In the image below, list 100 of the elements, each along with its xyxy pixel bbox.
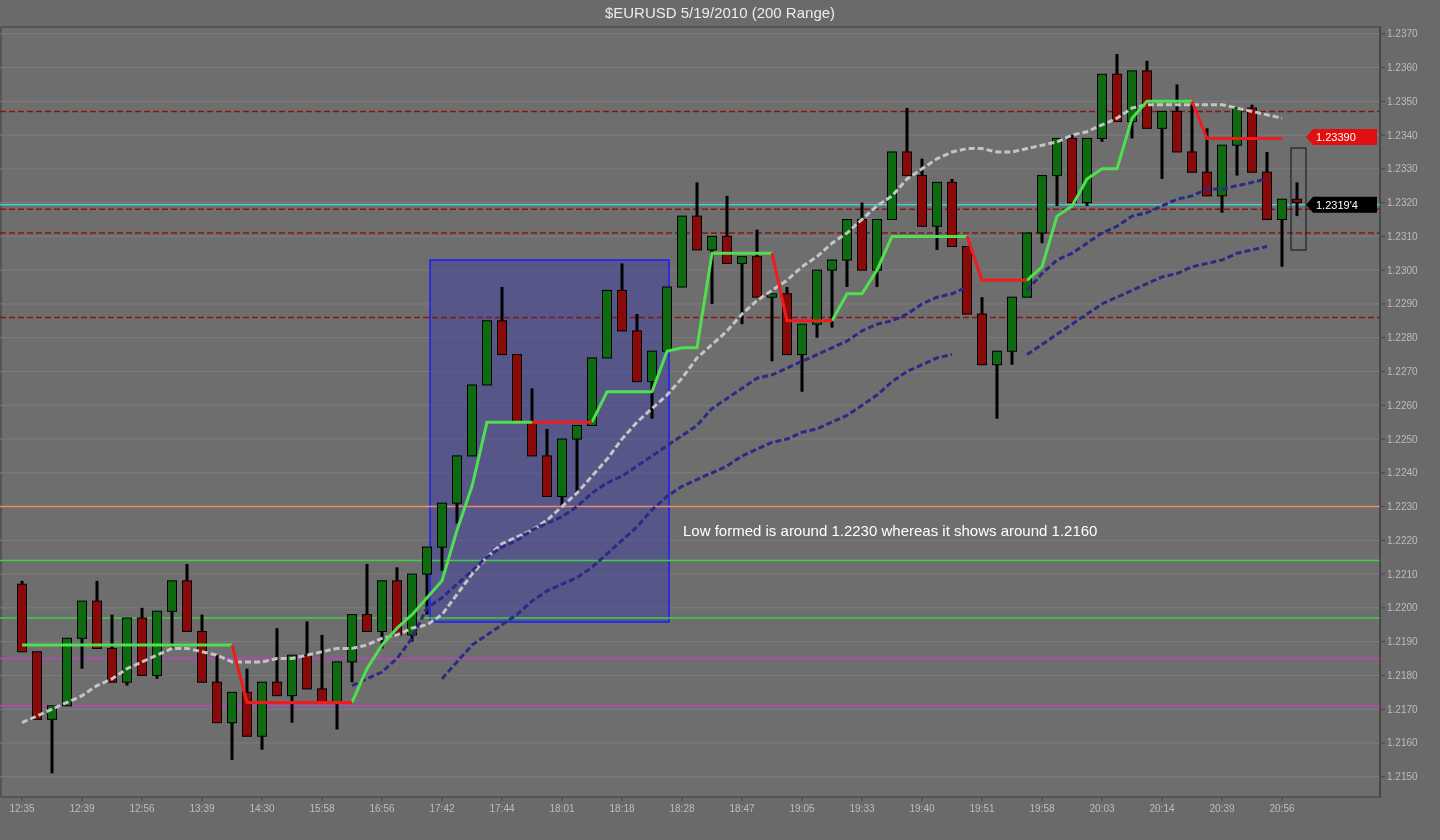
y-tick-label: 1.2240 (1387, 467, 1419, 479)
y-tick-label: 1.2180 (1387, 669, 1419, 681)
candlestick (182, 563, 192, 633)
y-tick-label: 1.2320 (1387, 197, 1419, 209)
candlestick (707, 235, 717, 304)
y-tick-label: 1.2310 (1387, 230, 1419, 242)
candlestick (1052, 137, 1062, 206)
candlestick (1277, 198, 1287, 267)
y-tick-label: 1.2340 (1387, 129, 1419, 141)
x-tick-label: 19:33 (849, 803, 875, 814)
y-tick-label: 1.2250 (1387, 433, 1419, 445)
candlestick (797, 323, 807, 392)
x-tick-label: 16:56 (369, 803, 395, 814)
candlestick (767, 293, 777, 362)
candlestick (347, 614, 357, 684)
candlestick (992, 350, 1002, 419)
x-tick-label: 17:44 (489, 803, 515, 814)
x-tick-label: 19:51 (969, 803, 995, 814)
candlestick (677, 215, 687, 288)
x-tick-label: 20:14 (1149, 803, 1175, 814)
candlestick (1007, 296, 1017, 365)
candlestick (167, 580, 177, 649)
candlestick (437, 502, 447, 571)
x-tick-label: 12:35 (9, 803, 35, 814)
x-tick-label: 12:56 (129, 803, 155, 814)
candlestick (737, 256, 747, 326)
x-tick-label: 12:39 (69, 803, 95, 814)
candlestick (812, 269, 822, 338)
candlestick (362, 563, 372, 633)
annotation: Low formed is around 1.2230 whereas it shows around 1.2160 (683, 522, 1098, 539)
candlestick (272, 628, 282, 697)
candlestick (122, 617, 132, 686)
candlestick (1232, 107, 1242, 176)
x-tick-label: 20:56 (1269, 803, 1295, 814)
y-tick-label: 1.2360 (1387, 62, 1419, 74)
candlestick (1022, 232, 1032, 298)
candlestick (1037, 175, 1047, 245)
text: 1.23390 (1316, 131, 1356, 143)
x-tick-label: 13:39 (189, 803, 215, 814)
candlestick (887, 151, 897, 220)
y-tick-label: 1.2170 (1387, 703, 1419, 715)
y-tick-label: 1.2260 (1387, 399, 1419, 411)
candlestick (542, 427, 552, 497)
candlestick (212, 655, 222, 724)
y-tick-label: 1.2330 (1387, 163, 1419, 175)
candlestick (572, 425, 582, 494)
candlestick (602, 289, 612, 359)
candlestick (932, 181, 942, 250)
y-tick-label: 1.2230 (1387, 501, 1419, 513)
candlestick (92, 579, 102, 649)
candlestick (842, 219, 852, 288)
candlestick (62, 637, 72, 707)
candlestick (662, 286, 672, 352)
candlestick (1067, 135, 1077, 204)
ref-line-label: 1.2319'4 (1316, 198, 1358, 211)
candlestick (32, 651, 42, 720)
x-tick-label: 19:05 (789, 803, 815, 814)
x-tick-label: 20:39 (1209, 803, 1235, 814)
y-tick-label: 1.2370 (1387, 28, 1419, 40)
candlestick (587, 357, 597, 427)
candlestick (152, 610, 162, 679)
candlestick (17, 579, 27, 653)
candlestick (107, 614, 117, 683)
candlestick (197, 614, 207, 683)
candlestick (962, 246, 972, 315)
y-tick-label: 1.2290 (1387, 298, 1419, 310)
candlestick (482, 320, 492, 386)
x-tick-label: 18:18 (609, 803, 635, 814)
candlestick (287, 654, 297, 723)
x-tick-label: 18:01 (549, 803, 575, 814)
x-tick-label: 18:47 (729, 803, 755, 814)
y-tick-label: 1.2210 (1387, 568, 1419, 580)
candlestick (392, 567, 402, 636)
x-tick-label: 19:58 (1029, 803, 1055, 814)
x-tick-label: 14:30 (249, 803, 275, 814)
x-tick-label: 17:42 (429, 803, 455, 814)
y-tick-label: 1.2190 (1387, 636, 1419, 648)
candlestick (137, 606, 147, 676)
candlestick (227, 691, 237, 760)
y-tick-label: 1.2280 (1387, 332, 1419, 344)
candlestick (257, 681, 267, 750)
candlestick (302, 621, 312, 690)
y-tick-label: 1.2300 (1387, 264, 1419, 276)
candlestick (1097, 73, 1107, 142)
candlestick (422, 546, 432, 615)
candlestick (77, 600, 87, 669)
y-tick-label: 1.2270 (1387, 365, 1419, 377)
y-tick-label: 1.2220 (1387, 534, 1419, 546)
candlestick (827, 259, 837, 328)
y-tick-label: 1.2160 (1387, 737, 1419, 749)
x-tick-label: 15:58 (309, 803, 335, 814)
candlestick (527, 388, 537, 457)
x-tick-label: 18:28 (669, 803, 695, 814)
candlestick (317, 633, 327, 703)
candlestick (332, 661, 342, 730)
y-tick-label: 1.2350 (1387, 95, 1419, 107)
y-tick-label: 1.2150 (1387, 771, 1419, 783)
candlestick (1157, 110, 1167, 179)
candlestick (512, 354, 522, 423)
x-tick-label: 20:03 (1089, 803, 1115, 814)
